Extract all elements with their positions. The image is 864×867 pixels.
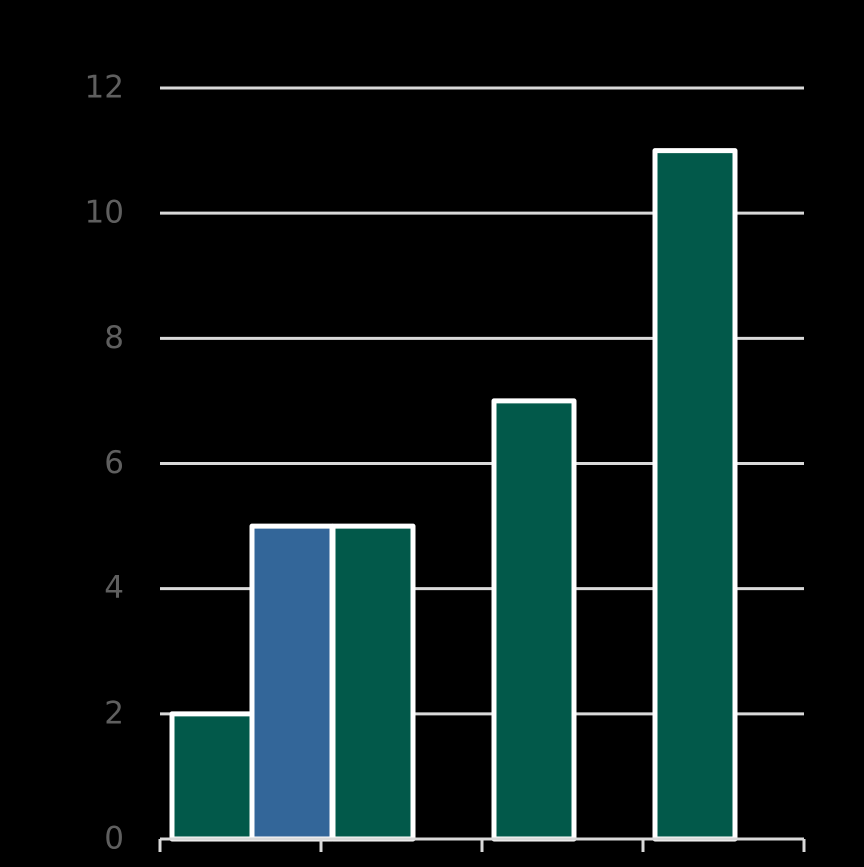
y-axis-tick-labels: 0 2 4 6 8 10 12 xyxy=(85,70,124,857)
y-tick-label: 12 xyxy=(85,70,124,106)
y-tick-label: 10 xyxy=(85,195,124,231)
bar xyxy=(491,398,577,842)
y-tick-label: 0 xyxy=(104,821,124,857)
y-tick-label: 8 xyxy=(104,320,124,356)
y-tick-label: 6 xyxy=(104,445,124,481)
bars xyxy=(169,148,738,842)
y-tick-label: 4 xyxy=(104,570,124,606)
y-tick-label: 2 xyxy=(104,695,124,731)
bar xyxy=(249,523,335,842)
bar xyxy=(652,148,738,842)
bar xyxy=(169,711,255,842)
bar xyxy=(330,523,416,842)
x-axis xyxy=(158,837,806,852)
